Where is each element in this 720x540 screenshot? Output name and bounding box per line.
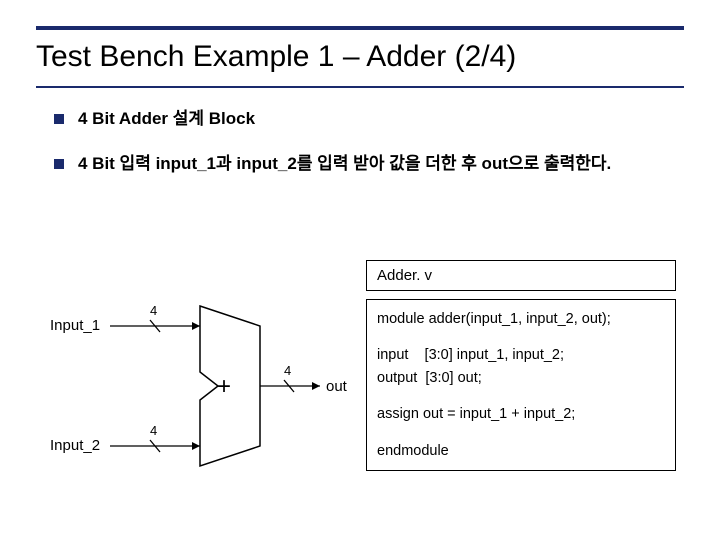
code-line: module adder(input_1, input_2, out); [377, 311, 611, 327]
code-area: Adder. v module adder(input_1, input_2, … [366, 260, 676, 471]
code-line: output [3:0] out; [377, 370, 482, 386]
bullet-text: 4 Bit Adder 설계 Block [78, 108, 255, 131]
output-label: out [326, 378, 348, 395]
filename-box: Adder. v [366, 260, 676, 291]
adder-block-diagram: Input_1 Input_2 4 4 + 4 out [50, 300, 350, 470]
plus-icon: + [217, 373, 231, 400]
bus-width-label: 4 [150, 303, 157, 318]
bullet-item: 4 Bit 입력 input_1과 input_2를 입력 받아 값을 더한 후… [54, 153, 684, 176]
bullet-square-icon [54, 114, 64, 124]
code-box: module adder(input_1, input_2, out); inp… [366, 299, 676, 471]
input2-label: Input_2 [50, 437, 100, 454]
bullet-square-icon [54, 159, 64, 169]
bullet-item: 4 Bit Adder 설계 Block [54, 108, 684, 131]
code-line: assign out = input_1 + input_2; [377, 406, 575, 422]
input1-label: Input_1 [50, 317, 100, 334]
top-rule [36, 26, 684, 30]
bullet-text: 4 Bit 입력 input_1과 input_2를 입력 받아 값을 더한 후… [78, 153, 611, 176]
title-underline [36, 86, 684, 88]
bus-width-label: 4 [150, 423, 157, 438]
bullet-list: 4 Bit Adder 설계 Block 4 Bit 입력 input_1과 i… [54, 108, 684, 198]
code-line: input [3:0] input_1, input_2; [377, 347, 564, 363]
code-line: endmodule [377, 443, 449, 459]
page-title: Test Bench Example 1 – Adder (2/4) [36, 40, 516, 74]
bus-width-label: 4 [284, 363, 291, 378]
